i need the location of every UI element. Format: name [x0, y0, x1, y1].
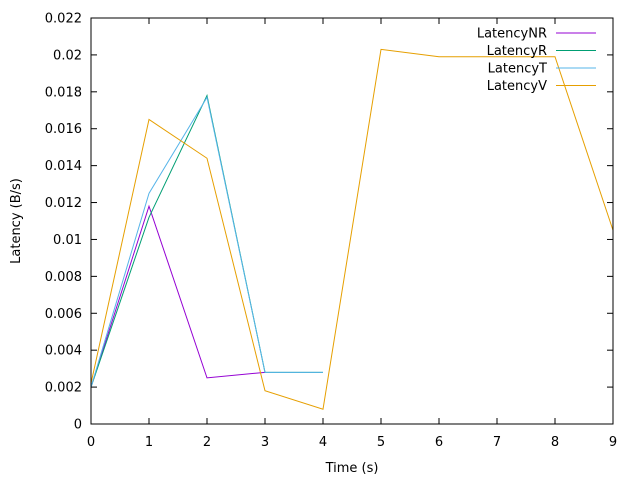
- legend-label-latencyt: LatencyT: [488, 62, 547, 77]
- series-line-latencyt: [90, 96, 323, 388]
- series-lines: [90, 48, 614, 410]
- x-tick-label: 0: [87, 435, 95, 450]
- y-tick-label: 0.02: [53, 48, 82, 63]
- y-tick-label: 0.014: [45, 159, 82, 174]
- y-tick-label: 0: [74, 418, 82, 433]
- y-tick-label: 0.006: [45, 307, 82, 322]
- x-tick-label: 9: [609, 435, 617, 450]
- series-line-latencynr: [90, 204, 266, 388]
- y-tick-label: 0.008: [45, 270, 82, 285]
- x-tick-label: 6: [435, 435, 443, 450]
- y-tick-label: 0.022: [45, 12, 82, 27]
- y-tick-label: 0.01: [53, 233, 82, 248]
- y-tick-label: 0.016: [45, 122, 82, 137]
- y-tick-label: 0.002: [45, 381, 82, 396]
- y-axis-label: Latency (B/s): [9, 178, 24, 264]
- series-line-latencyr: [90, 93, 323, 388]
- legend-label-latencyv: LatencyV: [487, 79, 547, 94]
- x-tick-label: 2: [203, 435, 211, 450]
- y-tick-label: 0.012: [45, 196, 82, 211]
- series-line-latencyv: [90, 48, 614, 410]
- y-tick-label: 0.018: [45, 85, 82, 100]
- x-tick-label: 4: [319, 435, 327, 450]
- x-tick-label: 3: [261, 435, 269, 450]
- plot-frame: [90, 17, 614, 425]
- x-axis-label: Time (s): [325, 461, 379, 476]
- legend: LatencyNR LatencyR LatencyT LatencyV: [477, 27, 596, 94]
- x-tick-label: 5: [377, 435, 385, 450]
- x-tick-label: 8: [551, 435, 559, 450]
- legend-label-latencyr: LatencyR: [487, 44, 547, 59]
- x-tick-label: 7: [493, 435, 501, 450]
- y-tick-label: 0.004: [45, 344, 82, 359]
- legend-label-latencynr: LatencyNR: [477, 27, 547, 42]
- axis-ticks: 0 1 2 3 4 5 6 7 8 9 0 0.002 0.004 0.006 0.008 0.01 0.012…: [45, 12, 617, 451]
- x-tick-label: 1: [145, 435, 153, 450]
